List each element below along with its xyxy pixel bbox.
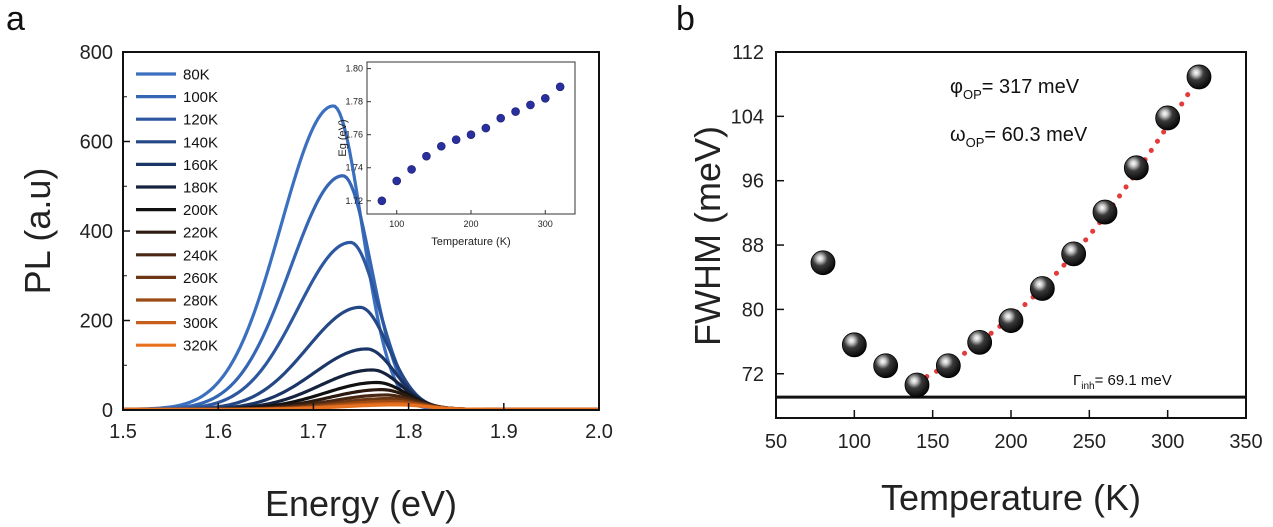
y-tick-label: 112 — [732, 42, 764, 64]
x-tick-label: 350 — [1229, 431, 1262, 453]
panel-b-yticks: 72 80 88 96 104 112 — [731, 42, 784, 386]
panel-b-xticks: 50 100 150 200 250 300 350 — [765, 410, 1263, 453]
panel-a-xlabel: Energy (eV) — [265, 483, 457, 524]
legend-label: 320K — [183, 338, 218, 355]
inset-xlabel: Temperature (K) — [431, 236, 510, 248]
fwhm-point — [1061, 241, 1087, 267]
legend-label: 120K — [183, 112, 218, 129]
legend-label: 260K — [183, 270, 218, 287]
panel-a-yticks: 0 200 400 600 800 — [80, 42, 130, 422]
x-tick-label: 1.5 — [109, 421, 137, 443]
fwhm-point — [1186, 64, 1212, 90]
inset-point — [481, 123, 491, 133]
inset-point — [436, 141, 446, 151]
inset-y-tick-label: 1.72 — [345, 196, 363, 206]
x-tick-label: 1.9 — [490, 421, 518, 443]
x-tick-label: 50 — [765, 431, 787, 453]
y-tick-label: 400 — [80, 221, 113, 243]
fit-curve — [914, 74, 1202, 385]
legend-label: 100K — [183, 89, 218, 106]
legend-label: 240K — [183, 247, 218, 264]
inset-point — [540, 94, 550, 103]
panel-b-chart: 50 100 150 200 250 300 350 72 80 88 96 104 112 Temp… — [687, 42, 1263, 518]
fwhm-point — [935, 353, 961, 379]
fwhm-point — [810, 250, 836, 276]
x-tick-label: 100 — [838, 431, 871, 453]
annotation-phi: φOP= 317 meV — [950, 76, 1080, 102]
y-tick-label: 104 — [731, 106, 764, 128]
inset-x-tick-label: 300 — [538, 219, 553, 229]
x-tick-label: 1.7 — [299, 421, 327, 443]
inset-point — [377, 196, 387, 206]
panel-b-xlabel: Temperature (K) — [881, 477, 1141, 518]
y-tick-label: 96 — [742, 171, 764, 193]
panel-a-legend: 80K 100K 120K 140K 160K 180K 200K 220K 240K 260K 2… — [136, 67, 218, 355]
legend-label: 220K — [183, 225, 218, 242]
inset-yticks: 1.72 1.74 1.76 1.78 1.80 — [345, 64, 371, 206]
panel-b-ylabel: FWHM (meV) — [687, 126, 728, 346]
inset-x-tick-label: 200 — [463, 219, 478, 229]
legend-label: 200K — [183, 202, 218, 219]
x-tick-label: 200 — [994, 431, 1027, 453]
inset-point — [451, 135, 461, 144]
inset-point — [466, 130, 476, 139]
panel-a-label: a — [6, 0, 25, 38]
panel-a-xticks: 1.5 1.6 1.7 1.8 1.9 2.0 — [109, 403, 613, 443]
panel-a-inset: 100 200 300 1.72 1.74 1.76 1.78 1.80 Temperatu… — [337, 61, 576, 248]
legend-label: 300K — [183, 315, 218, 332]
y-tick-label: 80 — [742, 299, 764, 321]
x-tick-label: 1.6 — [204, 421, 232, 443]
panel-b-points — [810, 64, 1212, 398]
inset-y-tick-label: 1.76 — [345, 130, 363, 140]
inset-xticks: 100 200 300 — [389, 210, 553, 229]
fwhm-point — [1029, 276, 1055, 301]
inset-points — [377, 82, 565, 206]
x-tick-label: 300 — [1151, 431, 1184, 453]
fwhm-point — [841, 332, 867, 358]
panel-b-fit — [914, 74, 1202, 385]
inset-y-tick-label: 1.74 — [345, 163, 363, 173]
inset-point — [526, 100, 535, 110]
inset-point — [496, 113, 506, 123]
inset-y-tick-label: 1.78 — [345, 97, 363, 107]
inset-point — [422, 151, 431, 161]
inset-point — [555, 82, 565, 92]
fwhm-point — [1123, 155, 1149, 181]
annotation-omega: ωOP= 60.3 meV — [950, 124, 1088, 150]
legend-label: 280K — [183, 293, 218, 310]
inset-point — [511, 107, 520, 116]
legend-label: 80K — [183, 67, 210, 84]
y-tick-label: 0 — [102, 400, 113, 422]
y-tick-label: 200 — [80, 311, 113, 333]
fwhm-point — [873, 353, 899, 379]
inset-point — [392, 176, 402, 186]
x-tick-label: 250 — [1073, 431, 1106, 453]
inset-x-tick-label: 100 — [389, 219, 404, 229]
x-tick-label: 150 — [916, 431, 949, 453]
y-tick-label: 600 — [80, 132, 113, 154]
fwhm-point — [904, 372, 930, 398]
panel-a-ylabel: PL (a.u) — [17, 168, 58, 295]
inset-y-tick-label: 1.80 — [345, 64, 363, 74]
panel-a-chart: 1.5 1.6 1.7 1.8 1.9 2.0 0 200 400 600 800 Energy … — [17, 42, 613, 524]
inset-ylabel: Eg (eV) — [337, 119, 349, 156]
legend-label: 160K — [183, 157, 218, 174]
x-tick-label: 2.0 — [585, 421, 613, 443]
fwhm-point — [1155, 105, 1181, 131]
x-tick-label: 1.8 — [395, 421, 423, 443]
panel-b-label: b — [676, 0, 695, 38]
y-tick-label: 800 — [80, 42, 113, 64]
inset-point — [407, 165, 416, 174]
panel-b-plot-frame — [775, 51, 1247, 419]
fwhm-point — [1092, 199, 1118, 225]
fwhm-point — [998, 308, 1024, 334]
annotation-gamma: Γinh= 69.1 meV — [1073, 372, 1172, 392]
fwhm-point — [967, 329, 993, 355]
y-tick-label: 72 — [742, 364, 764, 386]
legend-label: 140K — [183, 134, 218, 151]
legend-label: 180K — [183, 180, 218, 197]
y-tick-label: 88 — [742, 235, 764, 257]
